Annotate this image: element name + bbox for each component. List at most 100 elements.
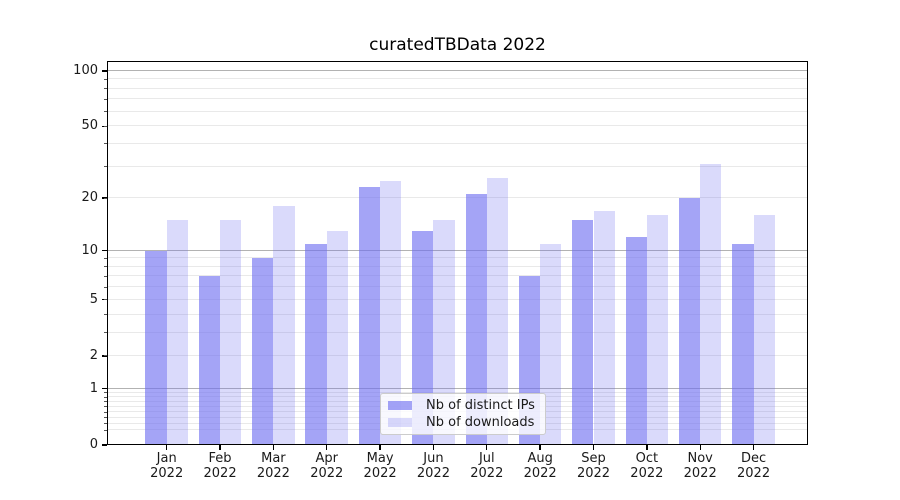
x-tick (272, 445, 275, 450)
y-tick-minor (104, 98, 107, 100)
bar-downloads-feb (220, 220, 242, 445)
y-tick-minor (104, 266, 107, 268)
y-tick-minor (104, 401, 107, 403)
bar-ips-sep (572, 220, 594, 445)
y-tick-label: 10 (81, 242, 98, 258)
gridline-minor (107, 98, 808, 100)
y-tick-minor (104, 125, 107, 127)
y-tick-minor (104, 406, 107, 408)
y-tick-label: 5 (89, 291, 98, 307)
gridline-minor (107, 298, 808, 300)
bar-downloads-jul (486, 177, 509, 445)
x-tick-label-nov: Nov 2022 (683, 451, 717, 481)
x-tick (326, 445, 328, 450)
y-tick-minor (104, 332, 107, 334)
y-tick-minor (104, 392, 107, 394)
x-tick-label-feb: Feb 2022 (203, 451, 237, 481)
y-tick-minor (104, 257, 107, 259)
x-tick-label-mar: Mar 2022 (256, 451, 290, 481)
y-tick (102, 249, 107, 252)
y-tick-minor (104, 299, 107, 301)
x-tick (166, 445, 168, 450)
x-tick (539, 445, 541, 450)
y-tick-label: 2 (89, 347, 98, 363)
bar-ips-nov (678, 198, 701, 445)
bar-downloads-may (380, 180, 402, 445)
bar-downloads-jun (433, 220, 455, 445)
y-tick-minor (104, 88, 107, 90)
bar-downloads-dec (753, 215, 775, 445)
x-tick (379, 445, 381, 450)
gridline-major (107, 249, 808, 251)
x-tick-label-aug: Aug 2022 (523, 451, 557, 481)
x-tick (219, 445, 221, 450)
legend-item-downloads: Nb of downloads (388, 414, 545, 430)
x-tick (592, 445, 595, 450)
x-tick (752, 445, 755, 450)
x-tick-label-dec: Dec 2022 (737, 451, 771, 481)
gridline-minor (107, 354, 808, 356)
y-tick (102, 444, 107, 446)
bar-ips-oct (625, 237, 647, 445)
legend-label: Nb of distinct IPs (426, 397, 535, 413)
gridline-minor (107, 165, 808, 167)
y-tick (102, 70, 107, 72)
bar-downloads-oct (646, 215, 669, 445)
bar-ips-may (358, 187, 381, 445)
bar-downloads-mar (273, 206, 295, 445)
gridline-minor (107, 78, 808, 80)
y-tick-label: 50 (81, 118, 98, 134)
gridline-major (107, 387, 808, 389)
x-tick-label-jun: Jun 2022 (416, 451, 450, 481)
bar-downloads-nov (700, 164, 722, 445)
y-tick-label: 0 (89, 437, 98, 452)
bar-ips-dec (732, 243, 754, 445)
y-tick-minor (104, 355, 107, 357)
gridline-minor (107, 87, 808, 89)
y-tick-minor (104, 275, 107, 277)
bar-ips-feb (198, 276, 221, 445)
chart-title: curatedTBData 2022 (369, 35, 546, 55)
gridline-minor (107, 331, 808, 333)
y-tick-minor (104, 197, 107, 199)
y-tick-minor (104, 143, 107, 145)
gridline-minor (107, 313, 808, 315)
y-tick-minor (104, 411, 107, 413)
x-tick (486, 445, 488, 450)
y-tick-minor (104, 396, 107, 398)
bar-ips-jun (412, 231, 434, 445)
legend-swatch-distinct-ips (388, 401, 412, 410)
legend-swatch-downloads (388, 418, 412, 427)
plot-area (107, 61, 808, 445)
x-tick-label-jan: Jan 2022 (150, 451, 184, 481)
y-tick-minor (104, 423, 107, 425)
y-tick-label: 1 (89, 380, 98, 396)
y-tick-label: 20 (81, 190, 98, 206)
gridline-minor (107, 142, 808, 144)
y-tick-minor (104, 429, 107, 431)
gridline-minor (107, 125, 808, 127)
gridline-minor (107, 265, 808, 267)
legend: Nb of distinct IPs Nb of downloads (380, 393, 546, 435)
x-tick-label-sep: Sep 2022 (576, 451, 611, 481)
y-tick-minor (104, 166, 107, 168)
x-tick-label-apr: Apr 2022 (310, 451, 344, 481)
bar-ips-mar (252, 258, 274, 445)
gridline-minor (107, 391, 808, 393)
x-tick-label-jul: Jul 2022 (470, 451, 504, 481)
y-tick-minor (104, 111, 107, 113)
x-tick-label-may: May 2022 (363, 451, 397, 481)
gridline-minor (107, 197, 808, 199)
y-tick-minor (104, 78, 107, 80)
bar-downloads-jan (166, 220, 188, 445)
y-tick-minor (104, 286, 107, 288)
legend-item-distinct-ips: Nb of distinct IPs (388, 397, 545, 413)
y-tick-minor (104, 417, 107, 419)
x-tick (432, 445, 435, 450)
bar-downloads-sep (593, 210, 615, 445)
bar-ips-jul (465, 194, 487, 445)
legend-label: Nb of downloads (426, 414, 535, 430)
y-tick-label: 100 (73, 62, 98, 78)
y-tick (102, 388, 107, 390)
